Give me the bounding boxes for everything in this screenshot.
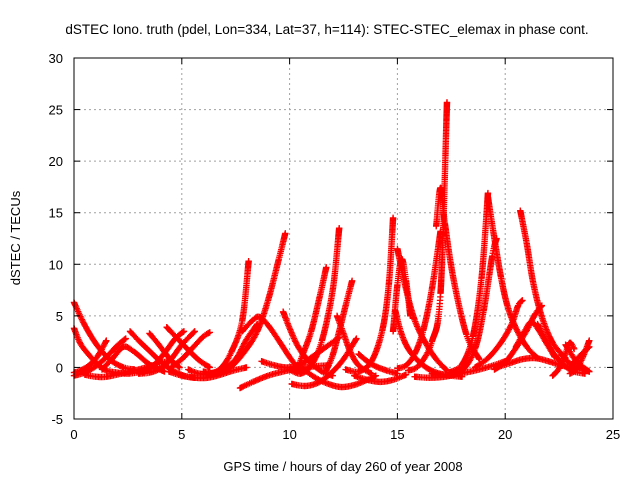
- data-point: [586, 337, 593, 344]
- data-point: [512, 325, 520, 332]
- data-point: [442, 365, 449, 373]
- x-tick-label: 0: [70, 427, 77, 442]
- data-points: [70, 99, 593, 392]
- data-point: [291, 336, 298, 344]
- data-point: [346, 347, 354, 355]
- axis-ticks: 0 5 10 15 20 25 -5 0 5 10 15 20 25 30: [49, 51, 621, 442]
- plot-frame: [73, 57, 614, 420]
- y-tick-label: 25: [49, 103, 63, 118]
- data-point: [372, 372, 380, 379]
- data-point: [348, 350, 355, 358]
- data-point: [335, 224, 343, 232]
- data-point: [292, 338, 299, 345]
- data-point: [290, 335, 298, 342]
- x-tick-label: 10: [282, 427, 296, 442]
- x-tick-label: 5: [178, 427, 185, 442]
- data-point: [323, 264, 330, 271]
- data-point: [254, 320, 261, 328]
- data-point: [206, 364, 214, 371]
- data-point: [368, 370, 375, 377]
- data-point: [190, 329, 197, 336]
- data-point: [245, 257, 252, 265]
- data-point: [180, 328, 188, 335]
- data-point: [78, 316, 86, 323]
- data-point: [79, 317, 86, 325]
- data-point: [353, 335, 360, 342]
- data-point: [103, 337, 110, 344]
- data-point: [407, 312, 414, 320]
- x-tick-label: 20: [498, 427, 512, 442]
- y-tick-label: 20: [49, 154, 63, 169]
- data-point: [389, 214, 397, 222]
- y-tick-label: 0: [56, 360, 63, 375]
- chart-title: dSTEC Iono. truth (pdel, Lon=334, Lat=37…: [65, 22, 588, 37]
- data-point: [414, 324, 422, 332]
- data-point: [191, 328, 198, 335]
- data-point: [443, 99, 451, 106]
- data-point: [348, 277, 356, 284]
- data-point: [586, 368, 593, 375]
- data-point: [347, 349, 354, 356]
- x-tick-label: 25: [606, 427, 620, 442]
- data-point: [535, 323, 543, 331]
- y-tick-label: -5: [51, 412, 63, 427]
- data-point: [176, 364, 183, 371]
- x-axis-label: GPS time / hours of day 260 of year 2008: [223, 459, 462, 474]
- y-tick-label: 10: [49, 257, 63, 272]
- y-tick-label: 30: [49, 51, 63, 66]
- data-point: [513, 326, 520, 333]
- data-point: [519, 297, 526, 304]
- data-point: [206, 329, 214, 336]
- x-tick-label: 15: [390, 427, 404, 442]
- y-tick-label: 15: [49, 206, 63, 221]
- data-point: [538, 302, 546, 309]
- data-point: [316, 376, 323, 384]
- data-point: [476, 355, 483, 363]
- data-point: [318, 377, 325, 385]
- data-point: [122, 335, 129, 342]
- data-point: [402, 371, 410, 378]
- y-tick-label: 5: [56, 309, 63, 324]
- data-point: [282, 230, 289, 237]
- data-point: [348, 352, 356, 359]
- y-axis-label: dSTEC / TECUs: [8, 190, 23, 285]
- data-point: [570, 345, 578, 353]
- data-point: [586, 343, 593, 350]
- data-point: [243, 364, 250, 371]
